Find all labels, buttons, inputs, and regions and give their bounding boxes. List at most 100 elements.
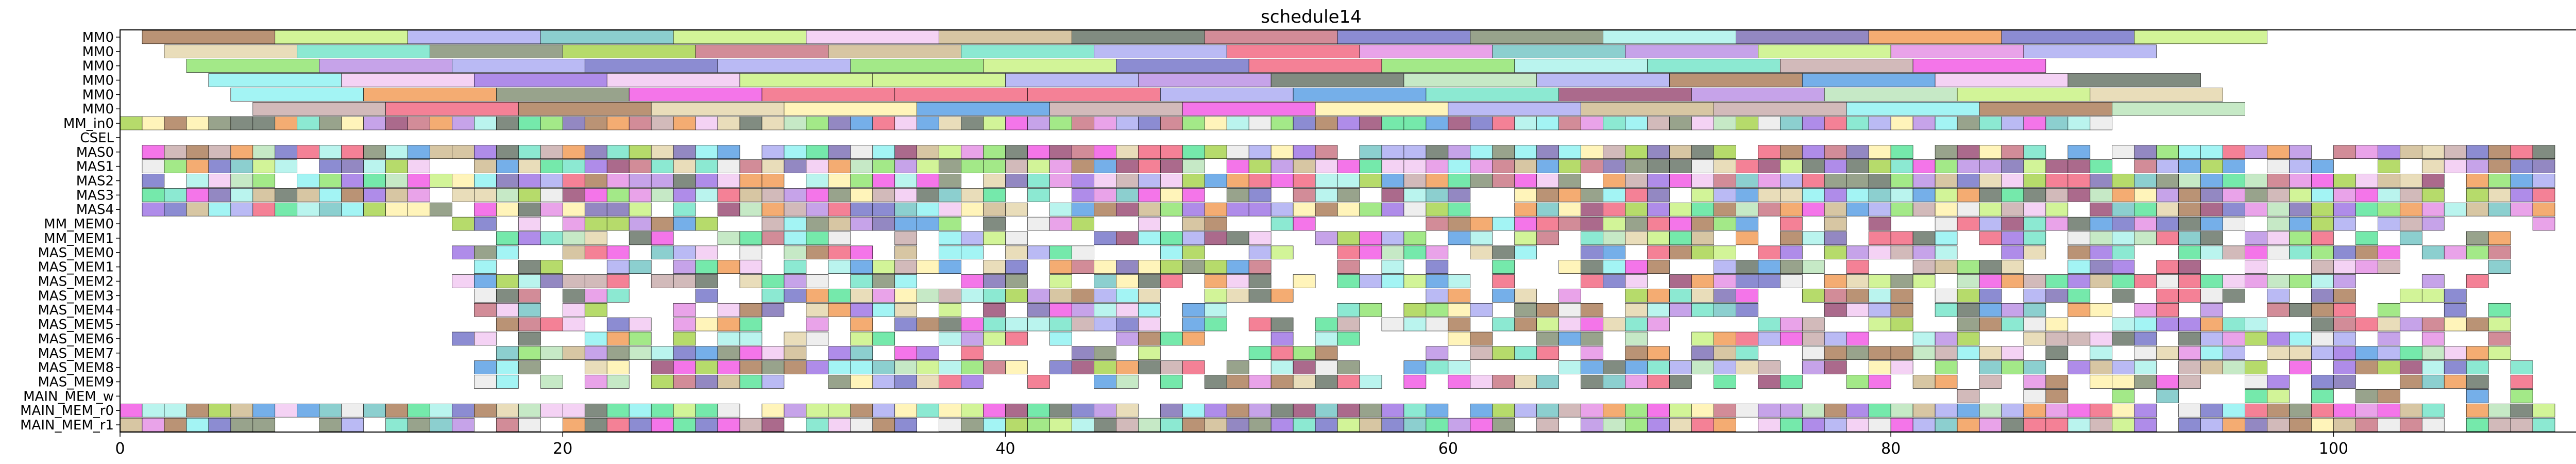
task-bar-row17-3 bbox=[518, 274, 541, 288]
task-bar-row12-8 bbox=[319, 202, 342, 217]
task-bar-row11-74 bbox=[1780, 188, 1803, 202]
task-bar-row10-105 bbox=[2466, 174, 2489, 188]
task-bar-row23-53 bbox=[1647, 360, 1670, 374]
task-bar-row9-22 bbox=[629, 159, 652, 173]
task-bar-row26-99 bbox=[2311, 403, 2334, 418]
task-bar-row8-36 bbox=[939, 145, 961, 159]
task-bar-row19-56 bbox=[1714, 303, 1736, 317]
task-bar-row16-18 bbox=[850, 260, 873, 274]
task-bar-row9-32 bbox=[850, 159, 873, 173]
task-bar-row12-69 bbox=[1669, 202, 1692, 217]
task-bar-row11-28 bbox=[761, 188, 785, 202]
task-bar-row17-20 bbox=[894, 274, 918, 288]
task-bar-row13-72 bbox=[2045, 217, 2069, 231]
task-bar-row14-88 bbox=[2399, 231, 2422, 245]
task-bar-row16-69 bbox=[1979, 260, 2002, 274]
task-bar-row18-2 bbox=[518, 289, 541, 303]
task-bar-row9-66 bbox=[1603, 159, 1625, 173]
task-bar-row6-45 bbox=[1116, 116, 1139, 130]
task-bar-row26-84 bbox=[1979, 403, 2002, 418]
task-bar-row6-0 bbox=[120, 116, 143, 130]
task-bar-row3-14 bbox=[2067, 73, 2201, 87]
task-bar-row17-14 bbox=[761, 274, 785, 288]
task-bar-row27-42 bbox=[1049, 418, 1072, 432]
task-bar-row11-97 bbox=[2289, 188, 2312, 202]
task-bar-row27-13 bbox=[408, 418, 430, 432]
task-bar-row16-87 bbox=[2378, 260, 2400, 274]
task-bar-row10-33 bbox=[872, 174, 895, 188]
task-bar-row26-29 bbox=[761, 403, 785, 418]
task-bar-row19-61 bbox=[1824, 303, 1847, 317]
task-bar-row4-10 bbox=[1558, 88, 1692, 102]
task-bar-row17-35 bbox=[1226, 274, 1249, 288]
task-bar-row24-45 bbox=[1470, 375, 1493, 389]
task-bar-row24-11 bbox=[717, 375, 740, 389]
task-bar-row9-75 bbox=[1802, 159, 1825, 173]
task-bar-row13-34 bbox=[1204, 217, 1227, 231]
task-bar-row12-106 bbox=[2488, 202, 2511, 217]
task-bar-row27-84 bbox=[1979, 418, 2002, 432]
task-bar-row1-0 bbox=[164, 44, 298, 59]
task-bar-row23-14 bbox=[784, 360, 807, 374]
task-bar-row27-43 bbox=[1072, 418, 1094, 432]
task-bar-row8-12 bbox=[408, 145, 430, 159]
task-bar-row14-48 bbox=[1514, 231, 1537, 245]
task-bar-row27-90 bbox=[2112, 418, 2135, 432]
task-bar-row17-41 bbox=[1359, 274, 1382, 288]
task-bar-row11-9 bbox=[341, 188, 364, 202]
y-tick-label-27: MAIN_MEM_r1 bbox=[20, 418, 114, 433]
task-bar-row6-11 bbox=[363, 116, 386, 130]
task-bar-row4-2 bbox=[496, 88, 630, 102]
task-bar-row4-11 bbox=[1691, 88, 1825, 102]
task-bar-row16-42 bbox=[1381, 260, 1404, 274]
x-tick-label-2: 40 bbox=[995, 440, 1015, 458]
task-bar-row17-74 bbox=[2090, 274, 2113, 288]
task-bar-row27-18 bbox=[518, 418, 541, 432]
task-bar-row0-4 bbox=[673, 30, 807, 44]
task-bar-row9-76 bbox=[1824, 159, 1847, 173]
task-bar-row11-84 bbox=[2001, 188, 2024, 202]
task-bar-row10-89 bbox=[2112, 174, 2135, 188]
task-bar-row23-85 bbox=[2355, 360, 2378, 374]
task-bar-row11-93 bbox=[2200, 188, 2223, 202]
task-bar-row8-45 bbox=[1138, 145, 1161, 159]
task-bar-row22-63 bbox=[1868, 346, 1891, 360]
task-bar-row19-57 bbox=[1736, 303, 1758, 317]
task-bar-row8-39 bbox=[1005, 145, 1028, 159]
task-bar-row9-6 bbox=[275, 159, 298, 173]
task-bar-row15-43 bbox=[1403, 245, 1427, 260]
task-bar-row11-14 bbox=[452, 188, 474, 202]
task-bar-row19-27 bbox=[1072, 303, 1094, 317]
task-bar-row11-68 bbox=[1647, 188, 1670, 202]
task-bar-row6-64 bbox=[1536, 116, 1559, 130]
task-bar-row23-12 bbox=[739, 360, 762, 374]
task-bar-row13-78 bbox=[2178, 217, 2201, 231]
task-bar-row21-49 bbox=[1536, 332, 1559, 346]
task-bar-row6-20 bbox=[562, 116, 585, 130]
task-bar-row26-20 bbox=[562, 403, 585, 418]
task-bar-row9-35 bbox=[917, 159, 939, 173]
task-bar-row15-23 bbox=[961, 245, 984, 260]
task-bar-row19-1 bbox=[496, 303, 519, 317]
task-bar-row15-28 bbox=[1072, 245, 1094, 260]
task-bar-row15-63 bbox=[1846, 245, 1869, 260]
task-bar-row10-48 bbox=[1204, 174, 1227, 188]
task-bar-row12-45 bbox=[1138, 202, 1161, 217]
task-bar-row20-90 bbox=[2466, 317, 2489, 332]
task-bar-row16-17 bbox=[828, 260, 851, 274]
task-bar-row26-38 bbox=[961, 403, 984, 418]
task-bar-row14-79 bbox=[2200, 231, 2223, 245]
task-bar-row10-17 bbox=[518, 174, 541, 188]
task-bar-row0-13 bbox=[1868, 30, 2002, 44]
task-bar-row14-49 bbox=[1536, 231, 1559, 245]
task-bar-row13-50 bbox=[1558, 217, 1581, 231]
task-bar-row16-20 bbox=[894, 260, 918, 274]
task-bar-row9-41 bbox=[1049, 159, 1072, 173]
task-bar-row10-86 bbox=[2045, 174, 2069, 188]
task-bar-row8-16 bbox=[496, 145, 519, 159]
task-bar-row23-5 bbox=[584, 360, 607, 374]
task-bar-row12-76 bbox=[1824, 202, 1847, 217]
task-bar-row18-6 bbox=[606, 289, 630, 303]
task-bar-row21-31 bbox=[1138, 332, 1161, 346]
task-bar-row27-80 bbox=[1890, 418, 1913, 432]
